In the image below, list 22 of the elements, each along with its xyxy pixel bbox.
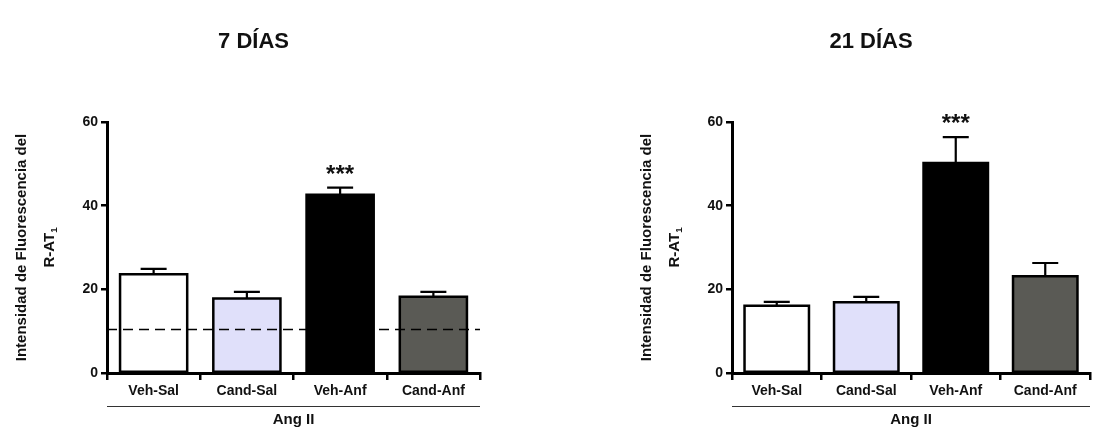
y-tick-label: 0 (90, 363, 99, 380)
y-tick-label: 0 (715, 363, 724, 380)
y-tick-label: 20 (82, 280, 99, 297)
x-axis-title: Ang II (890, 410, 932, 427)
x-tick-label: Veh-Sal (128, 382, 179, 399)
x-tick-label: Cand-Anf (401, 382, 466, 399)
chart-title: 21 DÍAS (829, 28, 913, 53)
annotation: *** (941, 109, 971, 137)
x-tick-label: Veh-Anf (929, 382, 983, 399)
annotation: *** (326, 159, 355, 187)
y-tick-label: 40 (707, 196, 724, 213)
x-tick-label: Veh-Sal (751, 382, 803, 399)
chart-title: 7 DÍAS (218, 28, 289, 53)
y-tick-label: 60 (707, 112, 724, 129)
x-tick-label: Cand-Anf (1013, 382, 1078, 399)
x-axis-title: Ang II (272, 410, 315, 427)
x-tick-label: Cand-Sal (835, 382, 897, 399)
y-tick-label: 60 (82, 112, 99, 129)
y-tick-label: 40 (82, 196, 99, 213)
x-tick-label: Veh-Anf (313, 382, 367, 399)
x-tick-label: Cand-Sal (216, 382, 278, 399)
y-tick-label: 20 (707, 280, 724, 297)
